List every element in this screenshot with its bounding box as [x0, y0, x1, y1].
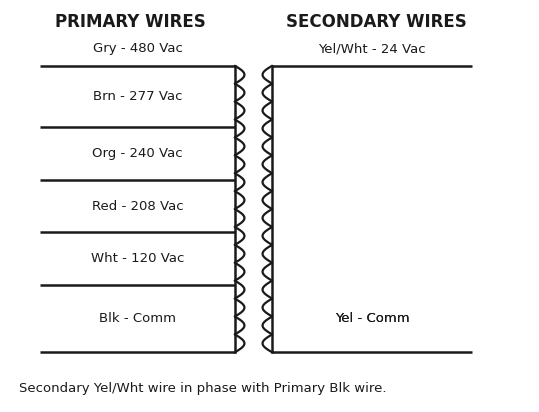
- Text: Yel - Comm: Yel - Comm: [335, 312, 410, 325]
- Text: SECONDARY WIRES: SECONDARY WIRES: [286, 13, 467, 31]
- Text: Red - 208 Vac: Red - 208 Vac: [92, 199, 183, 213]
- Text: Brn - 277 Vac: Brn - 277 Vac: [93, 90, 182, 103]
- Text: Secondary Yel/Wht wire in phase with Primary Blk wire.: Secondary Yel/Wht wire in phase with Pri…: [19, 382, 386, 396]
- Text: Gry - 480 Vac: Gry - 480 Vac: [93, 42, 182, 55]
- Text: PRIMARY WIRES: PRIMARY WIRES: [56, 13, 206, 31]
- Text: Blk - Comm: Blk - Comm: [99, 312, 176, 325]
- Text: Org - 240 Vac: Org - 240 Vac: [92, 147, 183, 160]
- Text: Yel/Wht - 24 Vac: Yel/Wht - 24 Vac: [319, 42, 426, 55]
- Text: Wht - 120 Vac: Wht - 120 Vac: [91, 252, 184, 265]
- Text: Yel - Comm: Yel - Comm: [335, 312, 410, 325]
